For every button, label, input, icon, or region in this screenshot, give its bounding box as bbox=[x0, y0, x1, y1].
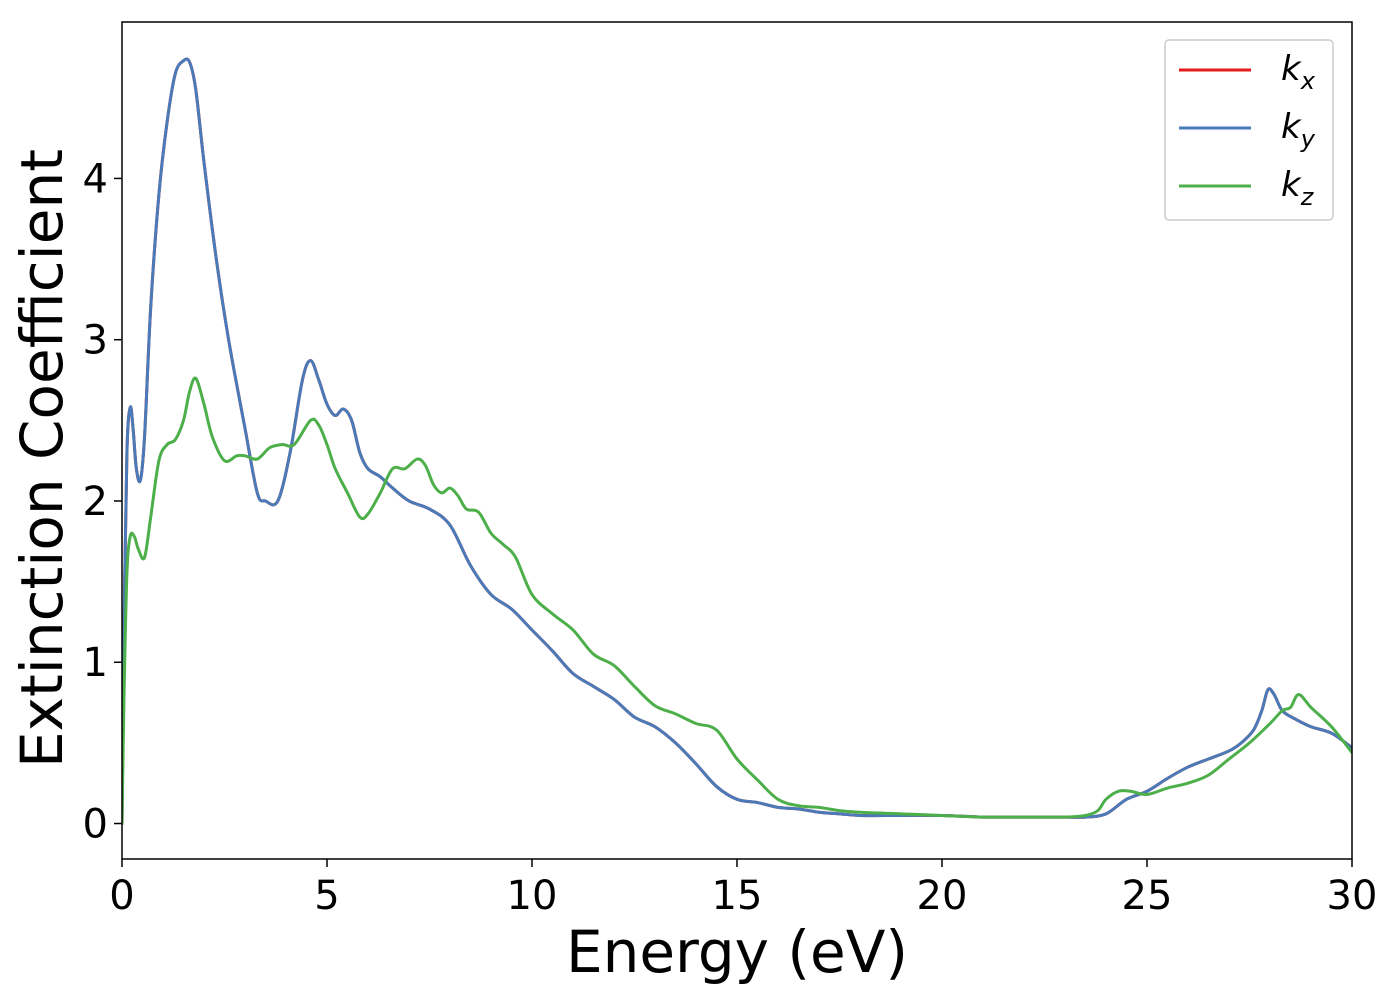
y-tick-label: 2 bbox=[83, 479, 108, 525]
x-tick-label: 20 bbox=[917, 873, 968, 919]
legend-label-y: ky bbox=[1281, 107, 1316, 153]
x-tick-label: 0 bbox=[109, 873, 134, 919]
x-tick-label: 5 bbox=[314, 873, 339, 919]
y-tick-label: 4 bbox=[83, 156, 108, 202]
legend-box bbox=[1164, 39, 1334, 221]
legend-label-x: kx bbox=[1281, 49, 1316, 95]
y-axis-ticks: 0 1 2 3 4 bbox=[83, 156, 122, 848]
series-line-y bbox=[122, 57, 1352, 826]
x-tick-label: 30 bbox=[1327, 873, 1378, 919]
legend: kx ky kz bbox=[1164, 39, 1334, 221]
y-axis-title: Extinction Coefficient bbox=[8, 149, 76, 768]
series-lines bbox=[122, 57, 1352, 826]
x-axis-ticks: 0 5 10 15 20 25 30 bbox=[109, 859, 1377, 919]
y-tick-label: 3 bbox=[83, 318, 108, 364]
series-line-z bbox=[122, 376, 1352, 826]
y-tick-label: 1 bbox=[83, 640, 108, 686]
x-tick-label: 10 bbox=[507, 873, 558, 919]
y-tick-label: 0 bbox=[83, 802, 108, 848]
x-axis-title: Energy (eV) bbox=[566, 918, 908, 986]
legend-label-z: kz bbox=[1281, 165, 1315, 211]
x-tick-label: 15 bbox=[712, 873, 763, 919]
x-tick-label: 25 bbox=[1122, 873, 1173, 919]
